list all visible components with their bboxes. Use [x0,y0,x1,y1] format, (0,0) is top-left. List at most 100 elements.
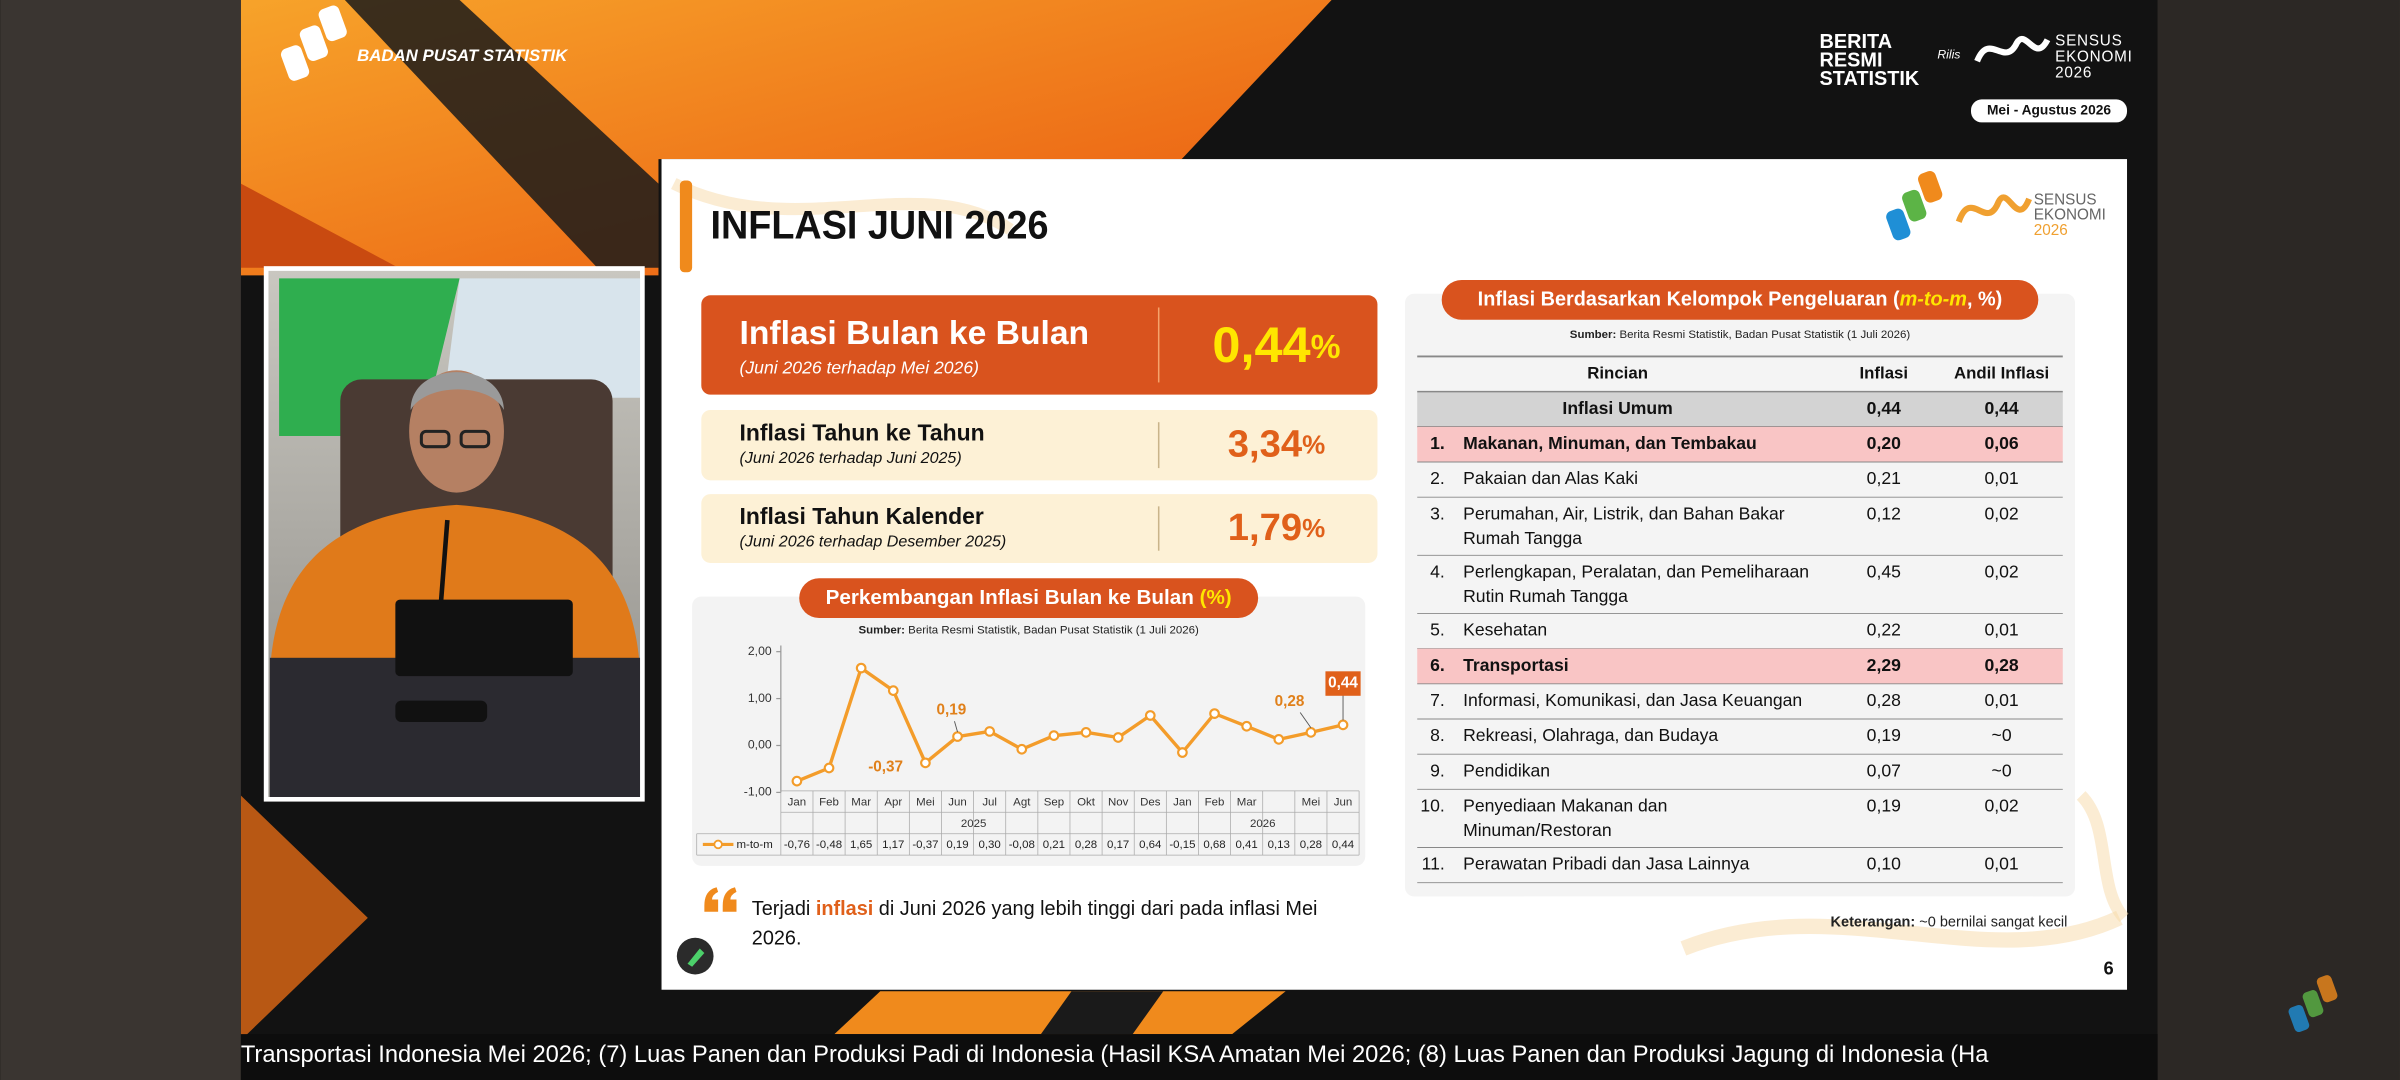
card-label: Inflasi Tahun ke Tahun [740,420,985,446]
table-value: 0,41 [1235,839,1257,851]
card-label: Inflasi Bulan ke Bulan [740,315,1090,352]
logo-text: EKONOMI [2034,207,2106,224]
row-name: Penyediaan Makanan dan [1463,796,1667,816]
table-value: 0,21 [1043,839,1065,851]
card-value-part: 1,79 [1228,506,1302,549]
row-number: 11. [1422,854,1445,874]
sensus-text: 2026 [2055,64,2092,81]
point [1144,710,1156,721]
data-label: 0,28 [1275,693,1305,710]
footnote: Keterangan: ~0 bernilai sangat kecil [1831,914,2068,930]
ticker: Transportasi Indonesia Mei 2026; (7) Lua… [241,1042,1989,1068]
card [701,409,1378,481]
org-name: BADAN PUSAT STATISTIK [357,46,569,65]
brs-text: RESMI [1820,49,1883,71]
card-label: Inflasi Tahun Kalender [740,503,984,529]
label-box [1325,671,1361,696]
total-inflasi: 0,44 [1867,398,1901,418]
x-tick-label: Agt [1013,796,1031,808]
row-number: 4. [1430,562,1445,582]
table-value: -0,08 [1009,839,1035,851]
row-number: 5. [1430,620,1445,640]
rilis-text: Rilis [1937,47,1960,61]
slide-title: INFLASI JUNI 2026 [710,203,1048,247]
y-tick-label: 0,00 [748,738,772,752]
row-name: Transportasi [1463,655,1569,675]
row-name: Perumahan, Air, Listrik, dan Bahan Bakar [1463,503,1785,523]
table-source: Sumber: Berita Resmi Statistik, Badan Pu… [1570,329,1911,341]
left-strip [0,0,241,1080]
note-line-part: di Juni 2026 yang lebih tinggi dari pada… [873,898,1317,920]
point [855,662,867,674]
row-name: Pendidikan [1463,760,1550,780]
x-tick-label: Mei [1302,796,1320,808]
table-title-part: m-to-m [1900,289,1967,311]
row-number: 8. [1430,725,1445,745]
row-number: 1. [1430,433,1445,453]
row-andil: 0,02 [1984,796,2018,816]
point [1209,708,1220,719]
row-name: Rumah Tangga [1463,528,1582,548]
y-tick-label: -1,00 [744,785,772,799]
row-inflasi: 2,29 [1867,655,1901,675]
table-value: -0,76 [784,839,810,851]
card-sub: (Juni 2026 terhadap Desember 2025) [740,533,1007,551]
footnote-part: ~0 bernilai sangat kecil [1915,914,2067,930]
x-tick-label: Okt [1077,796,1096,808]
row-name: Rutin Rumah Tangga [1463,586,1628,606]
table-title-part: Inflasi Berdasarkan Kelompok Pengeluaran… [1478,289,1900,311]
chart-source-part: Sumber: [858,624,905,636]
row-inflasi: 0,22 [1867,620,1901,640]
table-source-part: Berita Resmi Statistik, Badan Pusat Stat… [1616,329,1910,341]
card-value-part: % [1302,430,1325,460]
x-tick-label: Jun [1334,796,1353,808]
chart-source: Sumber: Berita Resmi Statistik, Badan Pu… [858,624,1199,636]
row-name: Perlengkapan, Peralatan, dan Pemeliharaa… [1463,562,1809,582]
label-leader [954,721,958,733]
y-tick-label: 1,00 [748,691,772,705]
card-value: 0,44% [1212,316,1340,373]
point [791,775,803,787]
point [1177,747,1188,758]
bps-logo [280,5,347,81]
card-value-part: % [1311,329,1341,366]
chart-source-part: Berita Resmi Statistik, Badan Pusat Stat… [905,624,1199,636]
row-number: 7. [1430,690,1445,710]
row-andil: 0,01 [1984,690,2018,710]
row-inflasi: 0,45 [1867,562,1901,582]
row-number: 3. [1430,503,1445,523]
row-inflasi: 0,28 [1867,690,1901,710]
x-tick-label: Jan [788,796,807,808]
point [1112,732,1124,743]
card [701,295,1378,395]
table-value: 0,28 [1300,839,1322,851]
chart-title-part: (%) [1200,586,1232,609]
row-inflasi: 0,07 [1867,760,1901,780]
table-title: Inflasi Berdasarkan Kelompok Pengeluaran… [1478,289,2003,311]
x-tick-label: Des [1140,796,1161,808]
row-andil: 0,02 [1984,562,2018,582]
row-name: Minuman/Restoran [1463,820,1612,840]
chart-title: Perkembangan Inflasi Bulan ke Bulan (%) [826,586,1232,609]
sensus-logo [1974,36,2051,63]
row-andil: 0,28 [1984,655,2018,675]
table-value: -0,48 [816,839,842,851]
point [1048,730,1060,741]
x-tick-label: Mei [916,796,934,808]
row-andil: 0,01 [1984,620,2018,640]
data-label: 0,19 [937,702,967,719]
point [1273,734,1285,745]
row-name: Kesehatan [1463,620,1547,640]
table-value: -0,15 [1169,839,1195,851]
table-value: 0,68 [1203,839,1225,851]
presenter-camera [263,266,645,802]
table-title-part: , %) [1967,289,2002,311]
sensus-text: EKONOMI [2055,48,2133,65]
row-name: Makanan, Minuman, dan Tembakau [1463,433,1757,453]
table-value: 0,19 [946,839,968,851]
note-line-part: Terjadi [752,898,816,920]
row-name: Pakaian dan Alas Kaki [1463,468,1638,488]
card-value-part: 0,44 [1212,316,1310,373]
total-name: Inflasi Umum [1562,398,1672,418]
